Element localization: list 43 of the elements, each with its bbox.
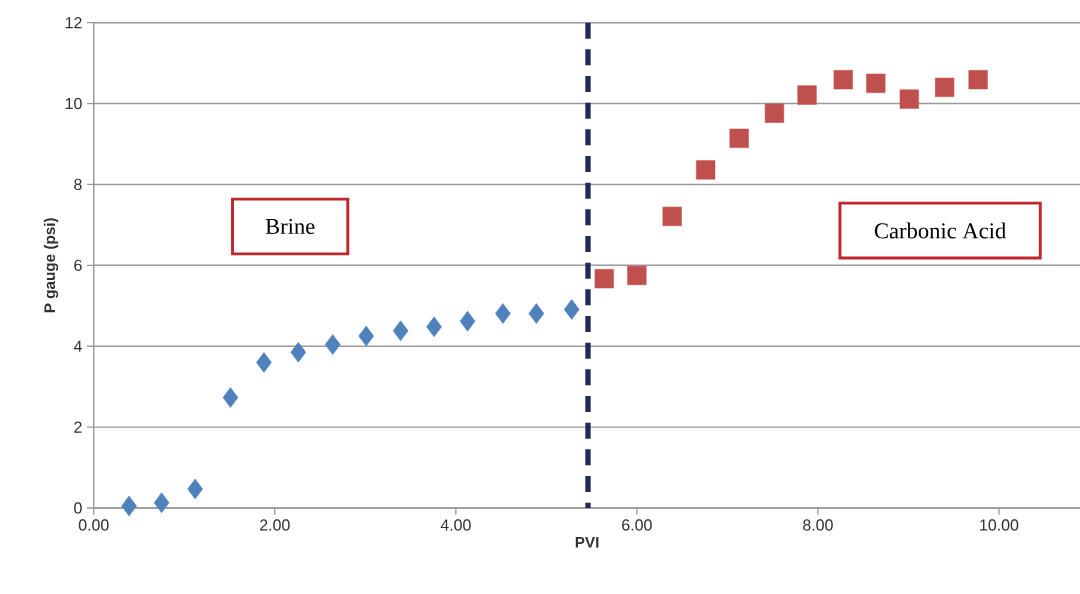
point bbox=[256, 352, 272, 373]
annotation: Brine bbox=[265, 218, 315, 235]
y-tick-label: 8 bbox=[74, 178, 82, 191]
y-tick-label: 2 bbox=[74, 421, 82, 433]
point bbox=[459, 310, 476, 332]
point bbox=[662, 206, 682, 226]
point bbox=[833, 70, 853, 90]
y-tick-label: 6 bbox=[74, 259, 82, 271]
x-tick-label: 2.00 bbox=[260, 519, 290, 531]
point bbox=[121, 495, 137, 517]
point bbox=[797, 85, 817, 105]
point bbox=[222, 387, 239, 408]
point bbox=[153, 492, 170, 514]
point bbox=[729, 128, 749, 148]
y-tick-label: 10 bbox=[65, 97, 82, 110]
y-axis-title: P gauge (psi) bbox=[43, 218, 59, 313]
point bbox=[358, 325, 374, 347]
point bbox=[968, 70, 988, 90]
y-tick-label: 0 bbox=[74, 502, 82, 514]
point bbox=[935, 77, 955, 97]
point bbox=[290, 342, 307, 363]
point bbox=[594, 269, 614, 289]
x-tick-label: 8.00 bbox=[803, 519, 833, 531]
x-axis-title: PVI bbox=[575, 537, 599, 548]
point bbox=[563, 299, 580, 320]
x-tick-label: 6.00 bbox=[622, 519, 652, 531]
point bbox=[528, 303, 545, 324]
x-tick-label: 10.00 bbox=[980, 519, 1019, 531]
point bbox=[187, 478, 203, 500]
point bbox=[764, 103, 785, 123]
point bbox=[899, 89, 919, 109]
y-tick-label: 12 bbox=[65, 17, 82, 29]
x-tick-label: 4.00 bbox=[440, 519, 471, 531]
x-tick-label: 0.00 bbox=[78, 519, 109, 531]
point bbox=[866, 73, 886, 93]
point bbox=[324, 334, 341, 355]
point bbox=[696, 160, 716, 180]
point bbox=[392, 320, 409, 342]
annotation: Carbonic Acid bbox=[874, 222, 1007, 239]
point bbox=[426, 316, 442, 338]
point bbox=[495, 303, 511, 324]
y-tick-label: 4 bbox=[73, 340, 82, 352]
point bbox=[627, 265, 647, 286]
